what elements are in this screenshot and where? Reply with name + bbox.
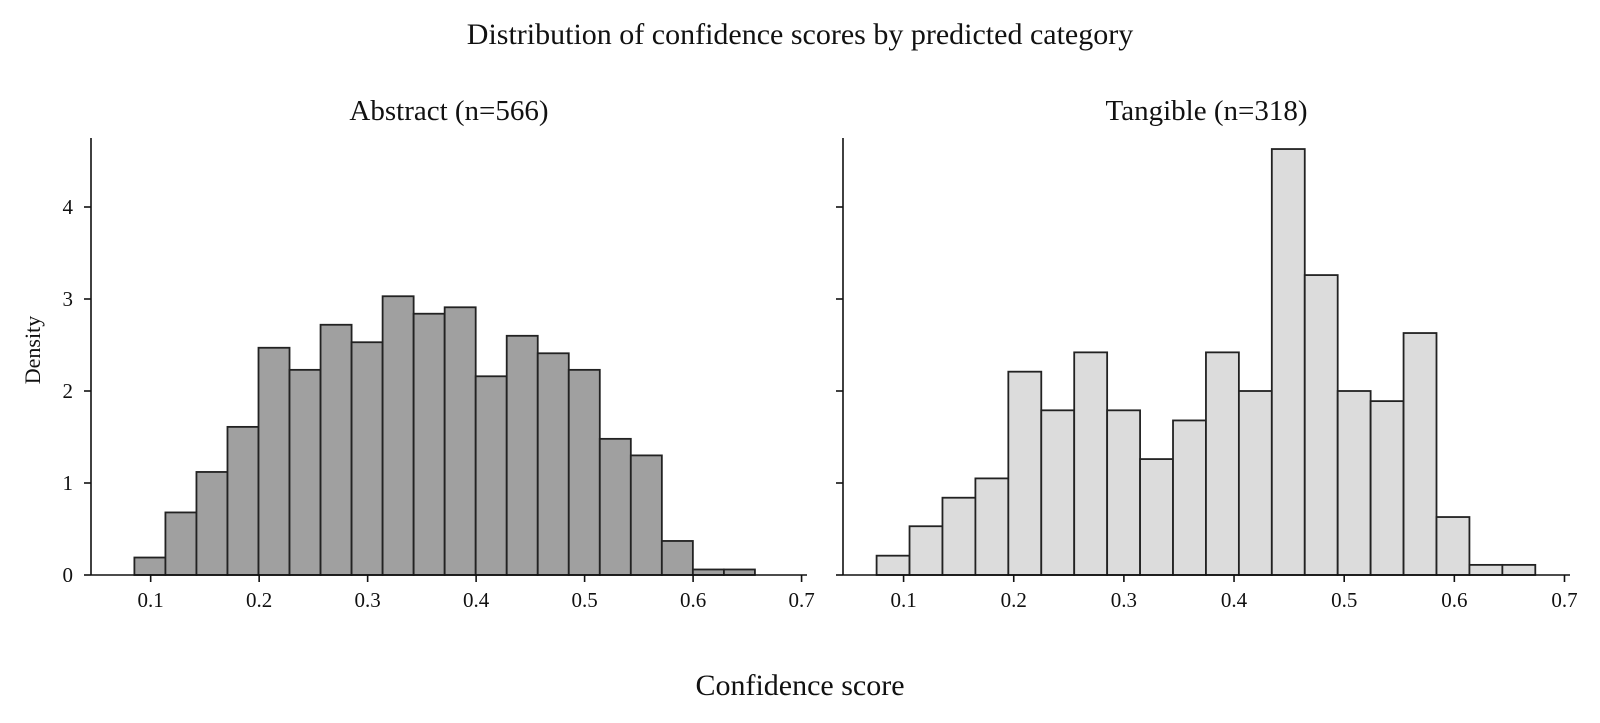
histogram-bar bbox=[1007, 370, 1043, 576]
histogram-bar bbox=[381, 295, 415, 576]
x-tick-label: 0.5 bbox=[1331, 588, 1357, 612]
histogram-bar bbox=[133, 556, 167, 576]
histogram-bar bbox=[1205, 351, 1240, 576]
figure-title: Distribution of confidence scores by pre… bbox=[467, 18, 1133, 51]
panel-abstract: Abstract (n=566) 0.1 0.2 0.3 0.4 0.5 0.6 0.7 0 1 2… bbox=[63, 95, 815, 612]
histogram-bar bbox=[350, 341, 384, 576]
histogram-bar bbox=[941, 496, 977, 576]
x-tick-label: 0.4 bbox=[1221, 588, 1248, 612]
y-tick-label: 1 bbox=[63, 471, 74, 495]
histogram-bar bbox=[288, 368, 322, 576]
x-tick-label: 0.5 bbox=[571, 588, 597, 612]
histogram-bar bbox=[691, 568, 725, 576]
histogram-bar bbox=[443, 306, 477, 576]
histogram-bar bbox=[226, 425, 260, 576]
histogram-bar bbox=[1270, 148, 1306, 576]
histogram-bar bbox=[474, 375, 508, 576]
histogram-bar bbox=[536, 352, 570, 576]
histogram-bar bbox=[1468, 563, 1504, 576]
histogram-bar bbox=[660, 540, 694, 576]
x-tick-label: 0.6 bbox=[1441, 588, 1467, 612]
x-tick-label: 0.3 bbox=[355, 588, 381, 612]
histogram-bar bbox=[1402, 332, 1438, 576]
histogram-bar bbox=[1172, 419, 1207, 576]
x-tick-label: 0.4 bbox=[463, 588, 490, 612]
y-tick-label: 2 bbox=[63, 379, 74, 403]
histogram-bar bbox=[164, 511, 198, 576]
histogram-bar bbox=[1040, 409, 1076, 576]
histogram-bar bbox=[1435, 516, 1471, 576]
histogram-bar bbox=[195, 471, 229, 576]
histogram-bar bbox=[1369, 400, 1405, 576]
histogram-bar bbox=[1237, 390, 1273, 576]
histogram-bar bbox=[412, 312, 446, 576]
x-axis-label: Confidence score bbox=[695, 669, 904, 702]
histogram-bar bbox=[1106, 409, 1141, 576]
histogram-bar bbox=[319, 323, 353, 576]
histogram-bar bbox=[257, 346, 291, 576]
histogram-bar bbox=[629, 454, 663, 576]
y-tick-label: 0 bbox=[63, 563, 74, 587]
x-tick-label: 0.1 bbox=[890, 588, 916, 612]
panel-tangible: Tangible (n=318) 0.1 0.2 0.3 0.4 0.5 0.6 0.7 bbox=[836, 95, 1578, 612]
x-tick-label: 0.6 bbox=[680, 588, 706, 612]
histogram-bar bbox=[598, 437, 632, 576]
histogram-bar bbox=[875, 554, 911, 576]
y-tick-label: 4 bbox=[63, 195, 74, 219]
histogram-bar bbox=[1501, 563, 1537, 576]
histogram-bar bbox=[908, 525, 944, 576]
x-tick-label: 0.2 bbox=[1001, 588, 1027, 612]
histogram-bar bbox=[1303, 274, 1339, 576]
x-tick-label: 0.1 bbox=[138, 588, 164, 612]
y-tick-label: 3 bbox=[63, 287, 74, 311]
histogram-bar bbox=[723, 568, 756, 576]
x-tick-label: 0.2 bbox=[246, 588, 272, 612]
y-axis-label: Density bbox=[20, 316, 45, 384]
x-tick-label: 0.3 bbox=[1111, 588, 1137, 612]
histogram-bar bbox=[1336, 390, 1372, 576]
subplot-title-tangible: Tangible (n=318) bbox=[1106, 95, 1308, 127]
x-tick-label: 0.7 bbox=[1551, 588, 1577, 612]
histogram-bar bbox=[974, 477, 1010, 576]
histogram-bar bbox=[567, 368, 601, 576]
histogram-bar bbox=[505, 334, 539, 576]
histogram-bar bbox=[1073, 351, 1109, 576]
histogram-bar bbox=[1139, 458, 1174, 576]
x-tick-label: 0.7 bbox=[788, 588, 814, 612]
subplot-title-abstract: Abstract (n=566) bbox=[349, 95, 548, 127]
